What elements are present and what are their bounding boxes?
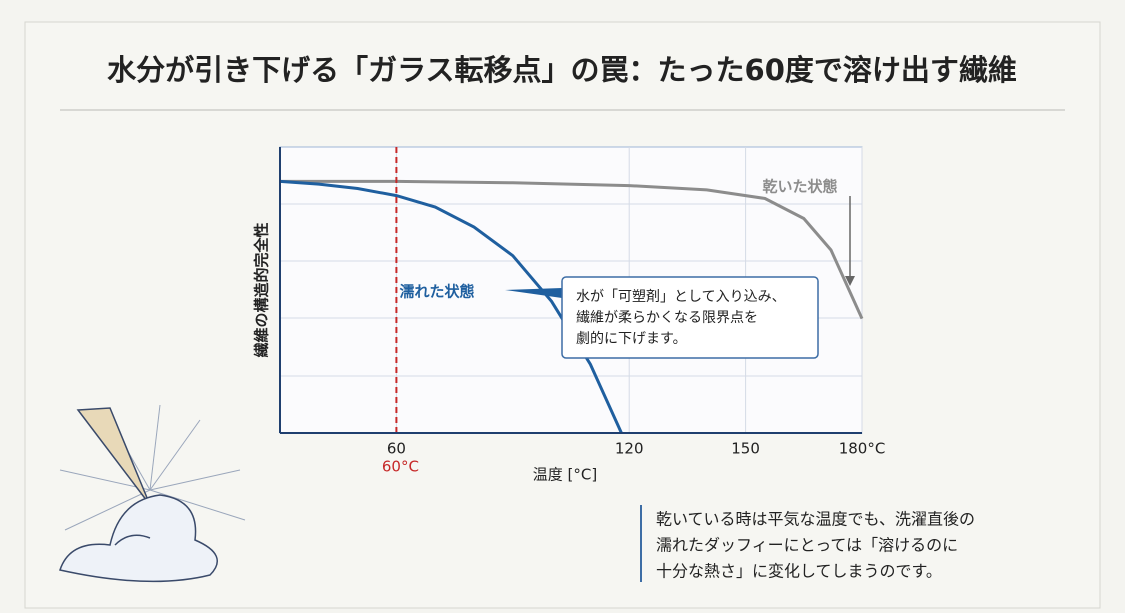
series-line <box>280 179 864 320</box>
callout-text: 劇的に下げます。 <box>576 331 687 347</box>
series-label: 濡れた状態 <box>399 283 474 301</box>
note-text: 十分な熱さ」に変化してしまうのです。 <box>656 562 942 581</box>
x-tick-label: 60 <box>387 440 406 458</box>
callout-text: 繊維が柔らかくなる限界点を <box>576 310 758 326</box>
series-label: 乾いた状態 <box>762 178 837 196</box>
note-text: 濡れたダッフィーにとっては「溶けるのに <box>656 536 958 555</box>
title: 水分が引き下げる「ガラス転移点」の罠：たった60度で溶け出す繊維 <box>107 53 1017 87</box>
note-text: 乾いている時は平気な温度でも、洗濯直後の <box>656 510 975 529</box>
callout-text: 水が「可塑剤」として入り込み、 <box>576 289 786 305</box>
ice-cream-illustration <box>59 404 246 583</box>
threshold-label: 60°C <box>382 458 419 476</box>
arrow-head <box>845 276 855 286</box>
y-axis-label: 繊維の構造的完全性 <box>253 222 271 357</box>
callout-pointer <box>505 288 562 298</box>
x-axis-label: 温度 [°C] <box>533 466 597 484</box>
x-tick-label: 180°C <box>839 440 886 458</box>
x-tick-label: 120 <box>615 440 644 458</box>
callout-box <box>561 276 819 359</box>
x-tick-label: 150 <box>731 440 760 458</box>
